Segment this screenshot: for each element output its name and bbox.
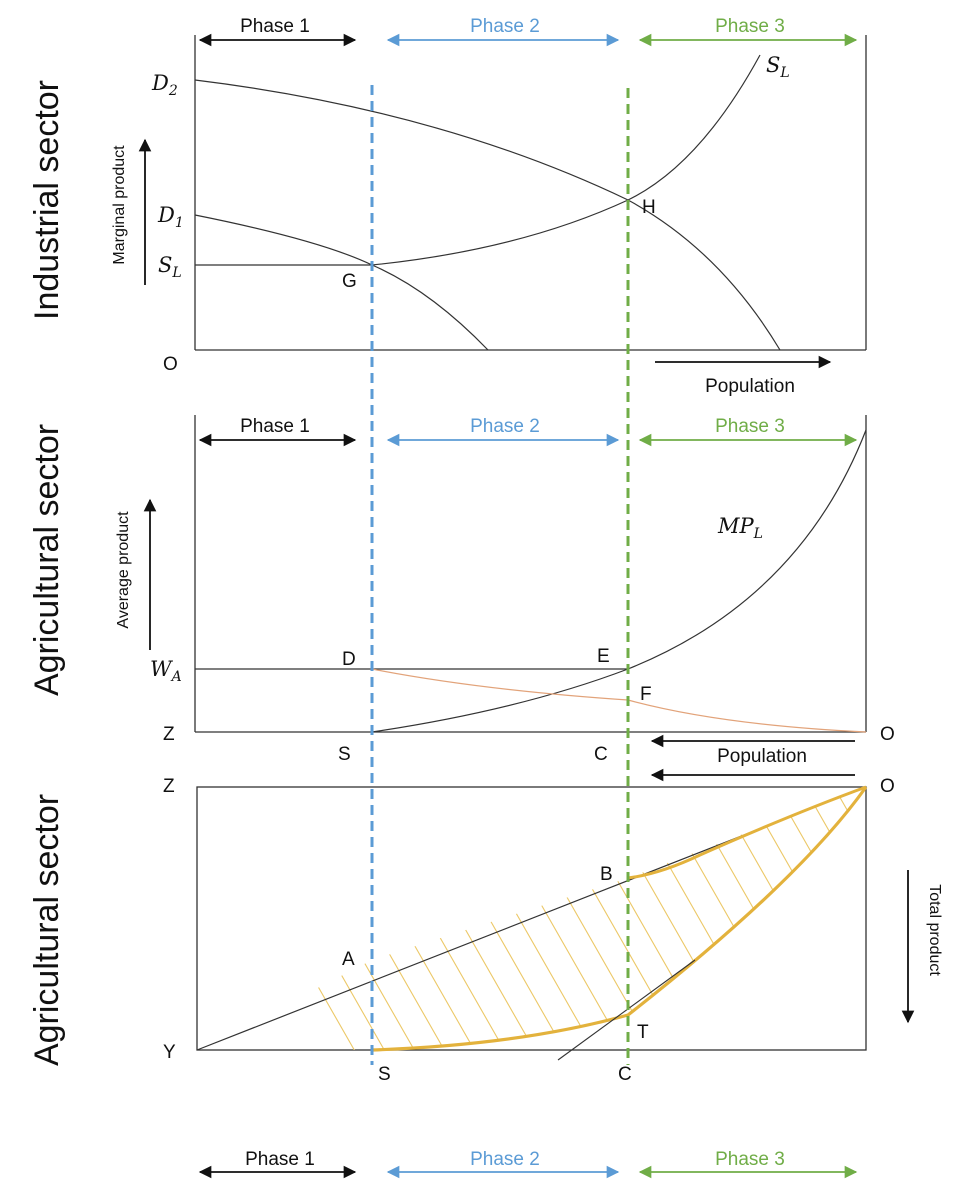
- sl-left-letter: S: [158, 253, 172, 277]
- phase1-label-middle: Phase 1: [240, 416, 310, 437]
- point-g: G: [342, 271, 357, 292]
- d1-label: D1: [157, 203, 184, 231]
- phase2-label-bottom: Phase 2: [470, 1149, 540, 1170]
- point-t: T: [637, 1022, 649, 1043]
- population-label-middle: Population: [717, 746, 807, 767]
- phase3-label-top: Phase 3: [715, 16, 785, 37]
- hatch-line: [229, 787, 391, 1050]
- wa-label: WA: [150, 657, 182, 685]
- d2-demand-curve: [194, 79, 781, 351]
- hatch-line: [319, 787, 481, 1050]
- origin-o-top: O: [163, 354, 178, 375]
- hatch-line: [409, 787, 571, 1050]
- point-c-bottom: C: [618, 1064, 632, 1085]
- hatch-line: [439, 787, 601, 1050]
- total-product-axis-label: Total product: [926, 884, 943, 976]
- point-s-bottom: S: [378, 1064, 391, 1085]
- sl-top-subscript: L: [779, 65, 789, 81]
- agricultural-sector-title-bottom: Agricultural sector: [28, 794, 66, 1066]
- mpl-letters: MP: [717, 514, 755, 538]
- total-product-curve: [371, 786, 868, 1052]
- mpl-subscript: L: [753, 526, 763, 542]
- phase3-label-bottom: Phase 3: [715, 1149, 785, 1170]
- mpl-curve: [371, 429, 867, 733]
- population-label-top: Population: [705, 376, 795, 397]
- average-product-axis-label: Average product: [115, 511, 132, 629]
- wa-letter: W: [150, 657, 174, 681]
- sl-top-label: SL: [766, 53, 790, 81]
- d2-subscript: 2: [168, 83, 178, 99]
- phase3-label-middle: Phase 3: [715, 416, 785, 437]
- hatch-line: [619, 787, 781, 1050]
- agricultural-sector-title-middle: Agricultural sector: [28, 424, 66, 696]
- phase2-label-middle: Phase 2: [470, 416, 540, 437]
- point-o-middle: O: [880, 724, 895, 745]
- hatch-line: [559, 787, 721, 1050]
- point-s-middle: S: [338, 744, 351, 765]
- average-product-curve: [371, 668, 867, 733]
- point-f: F: [640, 684, 652, 705]
- hatch-line: [739, 787, 866, 1050]
- labour-supply-curve: [195, 54, 761, 266]
- phase-row-top: Phase 1 Phase 2 Phase 3: [198, 16, 858, 47]
- hatch-line: [379, 787, 541, 1050]
- agri-total-panel-frame: [196, 786, 867, 1051]
- phase2-label-top: Phase 2: [470, 16, 540, 37]
- mpl-label: MPL: [717, 514, 763, 542]
- d2-label: D2: [151, 71, 178, 99]
- hatch-line: [769, 787, 866, 1050]
- hatch-line: [709, 787, 866, 1050]
- phase1-label-bottom: Phase 1: [245, 1149, 315, 1170]
- phase-row-bottom: Phase 1 Phase 2 Phase 3: [198, 1149, 858, 1179]
- hatch-line: [679, 787, 841, 1050]
- point-c-middle: C: [594, 744, 608, 765]
- phase1-label-top: Phase 1: [240, 16, 310, 37]
- point-o-bottom: O: [880, 776, 895, 797]
- wa-subscript: A: [170, 669, 182, 685]
- hatch-line: [649, 787, 811, 1050]
- hatch-line: [349, 787, 511, 1050]
- point-e: E: [597, 646, 610, 667]
- phase-row-middle: Phase 1 Phase 2 Phase 3: [198, 416, 858, 447]
- point-labels: O G H D E F Z S C O Z O B A T Y S C: [163, 197, 895, 1085]
- point-z-bottom: Z: [163, 776, 175, 797]
- point-b: B: [600, 864, 613, 885]
- sl-left-subscript: L: [171, 265, 181, 281]
- point-z-middle: Z: [163, 724, 175, 745]
- d1-subscript: 1: [175, 215, 184, 231]
- point-d: D: [342, 649, 356, 670]
- total-product-upper-curve: [627, 785, 867, 880]
- industrial-sector-title: Industrial sector: [28, 80, 66, 320]
- point-a: A: [342, 949, 355, 970]
- hatch-line: [259, 787, 421, 1050]
- sl-left-label: SL: [158, 253, 182, 281]
- hatch-line: [799, 787, 866, 1050]
- point-h: H: [642, 197, 656, 218]
- marginal-product-axis-label: Marginal product: [111, 145, 128, 265]
- sl-top-letter: S: [766, 53, 780, 77]
- d1-letter: D: [157, 203, 175, 227]
- d2-letter: D: [151, 71, 169, 95]
- hatch-line: [529, 787, 691, 1050]
- point-y: Y: [163, 1042, 176, 1063]
- hatch-line: [289, 787, 451, 1050]
- hatch-line: [499, 787, 661, 1050]
- agri-average-panel-frame: [194, 415, 867, 733]
- hatch-line: [469, 787, 631, 1050]
- industrial-panel-frame: [194, 35, 867, 351]
